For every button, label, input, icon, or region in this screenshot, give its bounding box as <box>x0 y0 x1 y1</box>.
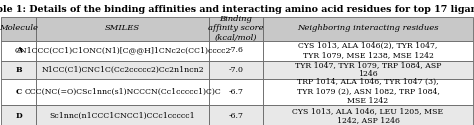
Text: -6.7: -6.7 <box>228 112 243 120</box>
Text: CCC(NC(=O)CSc1nnc(s1)NCCCN(Cc1ccccc1)C)C: CCC(NC(=O)CSc1nnc(s1)NCCCN(Cc1ccccc1)C)C <box>24 88 221 96</box>
Text: Neighboring interacting residues: Neighboring interacting residues <box>297 24 439 32</box>
Bar <box>36 78 209 104</box>
Bar <box>263 60 473 78</box>
Bar <box>1 104 36 125</box>
Text: C: C <box>16 88 22 96</box>
Bar <box>263 16 473 40</box>
Text: Sc1nnc(n1CCC1CNCC1)CCc1ccccc1: Sc1nnc(n1CCC1CNCC1)CCc1ccccc1 <box>50 112 195 120</box>
Bar <box>209 16 263 40</box>
Bar <box>209 60 263 78</box>
Text: Binding
affinity score
(kcal/mol): Binding affinity score (kcal/mol) <box>208 15 264 42</box>
Bar <box>36 60 209 78</box>
Bar <box>209 104 263 125</box>
Bar <box>1 40 36 60</box>
Text: B: B <box>16 66 22 74</box>
Bar <box>36 104 209 125</box>
Text: D: D <box>15 112 22 120</box>
Text: Table 1: Details of the binding affinities and interacting amino acid residues f: Table 1: Details of the binding affiniti… <box>0 6 474 15</box>
Text: N1CC(C1)CNC1C(Cc2ccccc2)Cc2n1ncn2: N1CC(C1)CNC1C(Cc2ccccc2)Cc2n1ncn2 <box>41 66 204 74</box>
Bar <box>263 40 473 60</box>
Bar <box>36 40 209 60</box>
Text: CN1CCC(CC1)C1ONC(N1)[C@@H]1CNc2c(CC1)cccc2: CN1CCC(CC1)C1ONC(N1)[C@@H]1CNc2c(CC1)ccc… <box>14 46 231 54</box>
Bar <box>209 78 263 104</box>
Bar <box>263 78 473 104</box>
Text: SMILES: SMILES <box>105 24 140 32</box>
Text: -7.6: -7.6 <box>228 46 243 54</box>
Text: CYS 1013, ALA 1046(2), TYR 1047,
TYR 1079, MSE 1238, MSE 1242: CYS 1013, ALA 1046(2), TYR 1047, TYR 107… <box>298 42 438 59</box>
Text: Molecule: Molecule <box>0 24 38 32</box>
Bar <box>1 16 36 40</box>
Bar <box>1 78 36 104</box>
Bar <box>1 60 36 78</box>
Bar <box>209 40 263 60</box>
Text: -7.0: -7.0 <box>228 66 243 74</box>
Text: A: A <box>16 46 22 54</box>
Text: TYR 1047, TYR 1079, TRP 1084, ASP
1246: TYR 1047, TYR 1079, TRP 1084, ASP 1246 <box>295 61 441 78</box>
Bar <box>263 104 473 125</box>
Text: -6.7: -6.7 <box>228 88 243 96</box>
Bar <box>36 16 209 40</box>
Text: CYS 1013, ALA 1046, LEU 1205, MSE
1242, ASP 1246: CYS 1013, ALA 1046, LEU 1205, MSE 1242, … <box>292 107 444 124</box>
Text: TRP 1014, ALA 1046, TYR 1047 (3),
TYR 1079 (2), ASN 1082, TRP 1084,
MSE 1242: TRP 1014, ALA 1046, TYR 1047 (3), TYR 10… <box>297 78 439 105</box>
